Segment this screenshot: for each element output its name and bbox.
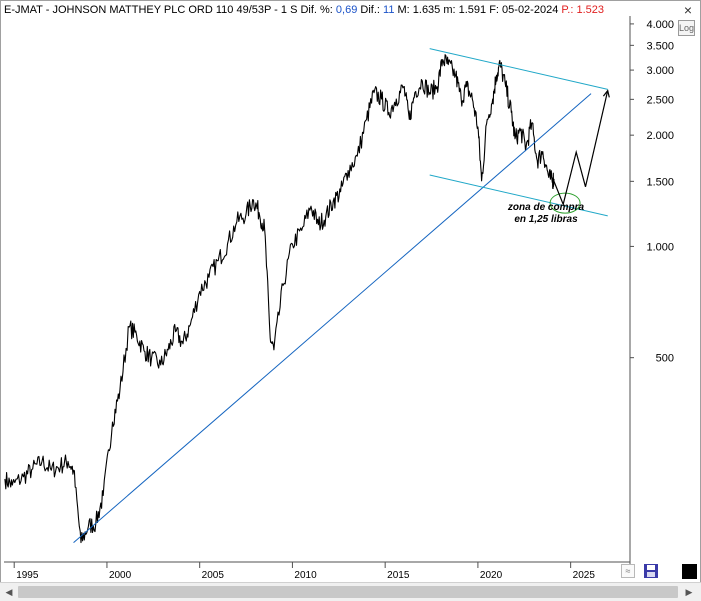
y-tick-label: 1.500: [646, 176, 674, 188]
y-tick-label: 2.500: [646, 94, 674, 106]
x-tick-label: 2000: [109, 570, 132, 581]
header-dif-pct: 0,69: [335, 4, 358, 16]
buy-zone-ellipse: [549, 192, 581, 214]
horizontal-scrollbar[interactable]: ◀ ▶: [0, 582, 701, 601]
header-dif-label: Dif.:: [357, 4, 384, 16]
close-icon[interactable]: ×: [683, 2, 693, 18]
axes: 4.000 3.500 3.000 2.500 2.000 1.500 1.000 500 19…: [4, 16, 674, 581]
scroll-right-icon[interactable]: ▶: [685, 587, 693, 597]
scroll-thumb[interactable]: [18, 586, 678, 598]
x-tick-label: 2020: [480, 570, 503, 581]
annotation-line-1: zona de compra: [507, 202, 585, 213]
drawing-overlays: [73, 48, 610, 543]
projection-arrowhead: [602, 89, 610, 98]
header-dif: 11: [383, 4, 395, 16]
y-tick-label: 4.000: [646, 19, 674, 31]
y-tick-label: 3.500: [646, 40, 674, 52]
projection-path: [552, 90, 609, 207]
log-scale-toggle[interactable]: Log: [678, 20, 695, 36]
annotation-line-2: en 1,25 libras: [514, 214, 578, 225]
x-tick-label: 1995: [16, 570, 39, 581]
y-tick-label: 3.000: [646, 65, 674, 77]
save-icon[interactable]: [643, 563, 659, 579]
x-tick-label: 2025: [573, 570, 596, 581]
y-tick-label: 500: [656, 353, 674, 365]
scroll-left-icon[interactable]: ◀: [5, 587, 13, 597]
x-tick-label: 2005: [202, 570, 225, 581]
chart-header: E-JMAT - JOHNSON MATTHEY PLC ORD 110 49/…: [4, 3, 604, 17]
dark-mode-icon[interactable]: [682, 564, 697, 579]
y-tick-label: 1.000: [646, 241, 674, 253]
price-series: [4, 54, 555, 544]
x-tick-label: 2010: [294, 570, 317, 581]
x-tick-label: 2015: [387, 570, 410, 581]
price-line: [4, 54, 555, 544]
support-trendline: [73, 93, 592, 543]
header-p-value: P.: 1.523: [561, 4, 604, 16]
zoom-icon[interactable]: ≈: [621, 564, 635, 578]
header-prefix: E-JMAT - JOHNSON MATTHEY PLC ORD 110 49/…: [4, 4, 336, 16]
header-mid: M: 1.635 m: 1.591 F: 05-02-2024: [394, 4, 562, 16]
channel-lower-line: [429, 174, 608, 217]
channel-upper-line: [429, 48, 608, 90]
y-tick-label: 2.000: [646, 130, 674, 142]
